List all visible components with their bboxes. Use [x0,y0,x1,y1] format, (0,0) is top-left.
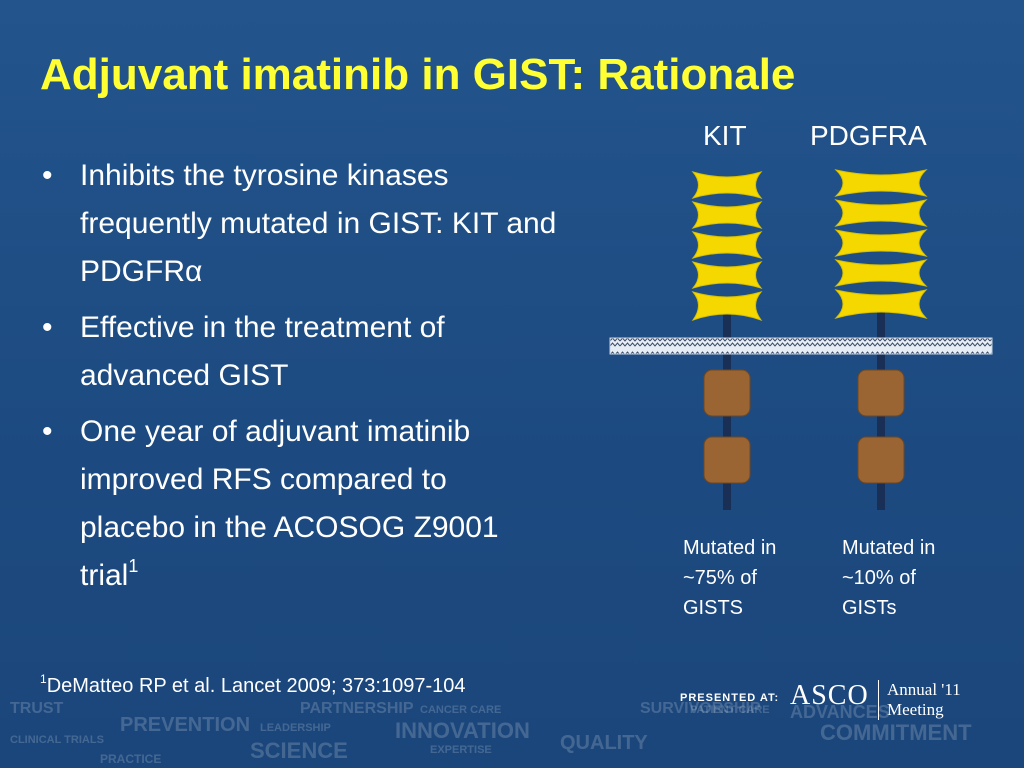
pdgfra-extracellular-domains [834,169,928,319]
pdgfra-ig-domain-3 [834,229,928,257]
bullet-dot: • [42,159,53,192]
annual-label: Annual '11 [887,680,961,699]
bullet-item: • Effective in the treatment of advanced… [40,304,560,400]
kit-mutation-line: GISTS [683,597,744,619]
bullet-item: • One year of adjuvant imatinib improved… [40,408,560,600]
band-word: SURVIVORSHIP [640,700,761,717]
kit-mutation-line: ~75% of [683,567,757,589]
footnote-text: DeMatteo RP et al. Lancet 2009; 373:1097… [46,675,466,697]
pdgfra-mutation-note: Mutated in ~10% of GISTs [842,533,982,623]
bullet-dot: • [42,311,53,344]
kit-ig-domain-4 [691,261,763,289]
kit-ig-domain-5 [691,291,763,322]
bullet-text: One year of adjuvant imatinib improved R… [80,415,499,592]
band-word: SCIENCE [250,738,348,763]
band-word: PATIENT CARE [690,704,770,716]
pdgfra-kinase-domain-1 [857,369,905,417]
kit-extracellular-domains [691,171,763,322]
alpha-symbol: α [185,255,203,288]
footnote-number: 1 [40,672,47,687]
citation-superscript: 1 [128,556,139,577]
bullet-text: Inhibits the tyrosine kinases frequently… [80,159,557,288]
kit-mutation-note: Mutated in ~75% of GISTS [683,533,823,623]
background-word-band: PREVENTION TRUST INNOVATION QUALITY COMM… [0,700,1024,768]
pdgfra-mutation-line: GISTs [842,597,897,619]
band-word: COMMITMENT [820,720,972,745]
pdgfra-mutation-line: Mutated in [842,537,936,559]
cell-membrane [609,337,993,355]
band-word: PREVENTION [120,714,251,736]
band-word: EXPERTISE [430,744,492,756]
pdgfra-ig-domain-1 [834,169,928,197]
kit-kinase-domain-2 [703,436,751,484]
bullet-dot: • [42,415,53,448]
bullet-item: • Inhibits the tyrosine kinases frequent… [40,152,560,296]
band-word: PRACTICE [100,752,162,766]
bullet-list: • Inhibits the tyrosine kinases frequent… [40,152,560,608]
annual-meeting-logo: Annual '11 Meeting [878,680,961,720]
kit-ig-domain-3 [691,231,763,259]
footnote: 1DeMatteo RP et al. Lancet 2009; 373:109… [40,672,466,698]
kit-kinase-domain-1 [703,369,751,417]
presented-at-label: PRESENTED AT: [680,692,780,704]
meeting-label: Meeting [887,700,944,719]
asco-logo: ASCO [790,680,869,711]
band-word: CLINICAL TRIALS [10,734,104,746]
pdgfra-label: PDGFRA [810,120,927,151]
kit-ig-domain-1 [691,171,763,199]
pdgfra-ig-domain-5 [834,289,928,319]
band-word: TRUST [10,700,64,717]
slide-title: Adjuvant imatinib in GIST: Rationale [40,50,796,99]
pdgfra-ig-domain-4 [834,259,928,287]
kit-mutation-line: Mutated in [683,537,777,559]
kit-label: KIT [703,120,747,151]
band-word: CANCER CARE [420,704,502,716]
band-word: PARTNERSHIP [300,700,414,717]
kit-ig-domain-2 [691,201,763,229]
pdgfra-kinase-domain-2 [857,436,905,484]
pdgfra-mutation-line: ~10% of [842,567,916,589]
band-word: LEADERSHIP [260,722,331,734]
pdgfra-ig-domain-2 [834,199,928,227]
band-word: QUALITY [560,732,648,754]
band-word: ADVANCES [790,702,890,722]
bullet-text: Effective in the treatment of advanced G… [80,311,445,392]
band-word: INNOVATION [395,718,530,743]
